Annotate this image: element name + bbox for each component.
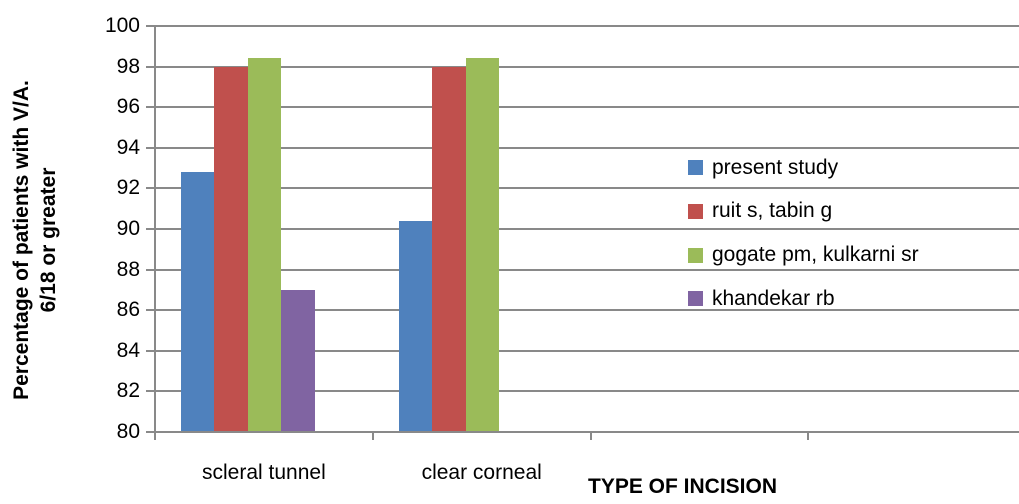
gridline-86 <box>146 309 1019 312</box>
y-tick-label-96: 96 <box>116 95 140 119</box>
y-tick-label-82: 82 <box>116 379 140 403</box>
x-tick-mark-0 <box>154 432 156 440</box>
x-axis-title: TYPE OF INCISION <box>588 475 778 498</box>
legend-label-1: ruit s, tabin g <box>712 199 833 223</box>
y-tick-label-92: 92 <box>116 176 140 200</box>
bar-ruit-s-tabin-g-0 <box>214 66 248 432</box>
y-tick-label-86: 86 <box>116 298 140 322</box>
legend-label-2: gogate pm, kulkarni sr <box>712 243 919 267</box>
bar-present-study-0 <box>181 172 215 432</box>
x-tick-mark-3 <box>807 432 810 440</box>
y-axis-line <box>154 26 156 432</box>
bar-gogate-pm-kulkarni-sr-1 <box>465 58 499 432</box>
x-tick-mark-1 <box>371 432 374 440</box>
x-category-label-1: clear corneal <box>421 461 542 484</box>
y-tick-label-84: 84 <box>116 338 140 362</box>
y-axis-title-line1: Percentage of patients with V/A. <box>10 80 33 400</box>
x-axis-line <box>146 431 1019 433</box>
bar-present-study-1 <box>398 220 433 432</box>
gridline-84 <box>146 349 1019 352</box>
gridline-96 <box>146 106 1019 109</box>
y-tick-label-100: 100 <box>104 14 140 37</box>
legend-label-3: khandekar rb <box>712 286 835 310</box>
gridline-88 <box>146 268 1019 271</box>
y-tick-label-80: 80 <box>116 420 140 443</box>
legend-marker-2 <box>688 247 703 263</box>
y-tick-label-90: 90 <box>116 217 140 240</box>
y-tick-label-94: 94 <box>116 135 140 159</box>
gridline-90 <box>146 228 1019 230</box>
x-category-label-0: scleral tunnel <box>202 461 326 484</box>
legend-marker-1 <box>688 203 703 219</box>
y-tick-label-98: 98 <box>116 54 140 78</box>
gridline-100 <box>146 25 1019 27</box>
legend-marker-0 <box>688 160 703 175</box>
bar-ruit-s-tabin-g-1 <box>432 66 466 432</box>
gridline-94 <box>146 146 1019 149</box>
bar-khandekar-rb-0 <box>281 289 315 432</box>
legend-marker-3 <box>688 291 703 307</box>
legend-label-0: present study <box>712 155 839 179</box>
y-tick-label-88: 88 <box>116 257 140 281</box>
gridline-92 <box>146 187 1019 190</box>
gridline-82 <box>146 390 1019 393</box>
gridline-98 <box>146 65 1019 68</box>
x-tick-mark-2 <box>589 432 592 440</box>
bar-gogate-pm-kulkarni-sr-0 <box>247 58 282 432</box>
